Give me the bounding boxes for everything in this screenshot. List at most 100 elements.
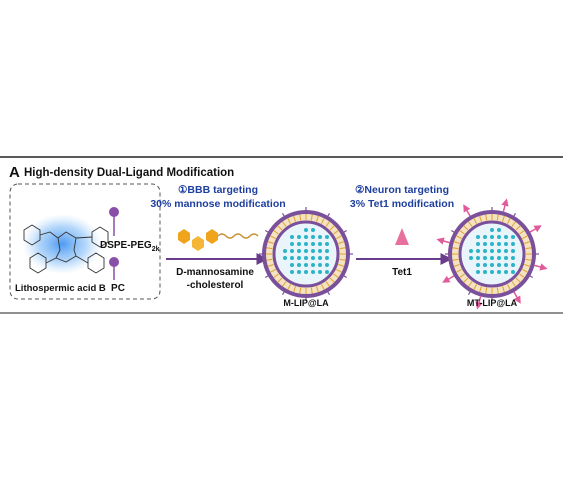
liposome-part [519,273,525,278]
liposome-part [463,204,471,217]
panel-title: High-density Dual-Ligand Modification [24,167,234,179]
liposome-part [515,277,521,283]
liposome-part [329,225,335,231]
liposome-part [511,281,516,287]
liposome [436,198,548,310]
liposome-part [456,268,462,273]
mannose-icon [178,229,218,251]
liposome-part [476,263,480,267]
liposome-part [475,296,483,310]
liposome-part [511,242,515,246]
liposome-part [490,263,494,267]
liposome-part [304,270,308,274]
liposome-part [459,273,465,278]
liposome-part [297,270,301,274]
liposome-part [277,277,283,283]
step1-detail: 30% mannose modification [150,198,285,210]
liposome-part [336,235,342,240]
liposome-part [339,258,346,261]
liposome-part [483,263,487,267]
liposome-part [290,256,294,260]
liposome-part [490,270,494,274]
liposome-part [297,256,301,260]
liposome-part [453,241,460,244]
liposome-part [297,249,301,253]
liposome-part [281,290,286,296]
liposome-part [304,228,308,232]
liposome-part [325,242,329,246]
liposome-part [463,277,469,283]
liposome-part [266,258,273,261]
liposome-part [325,235,329,239]
liposome-part [270,235,276,240]
liposome-part [483,256,487,260]
liposome-part [468,221,473,227]
liposome-part [281,212,286,218]
liposome-part [476,270,480,274]
liposome-part [304,242,308,246]
liposome-part [519,230,525,235]
liposome-part [479,215,482,222]
liposome-part [311,270,315,274]
liposome-part [485,287,488,294]
liposome [259,207,353,301]
liposome-part [497,256,501,260]
liposome-part [299,214,302,221]
liposome-part [525,247,532,250]
liposome-part [511,270,515,274]
liposome-part [524,241,531,244]
liposome-part [490,228,494,232]
liposome-part [525,258,532,261]
liposome-part [506,218,511,224]
liposome-part [325,281,330,287]
liposome-part [473,284,478,290]
lipid-icon [109,207,119,217]
lipid-icon [109,257,119,267]
liposome-part [320,284,325,290]
liposome-part [267,264,274,267]
liposome-part [272,220,340,288]
lipid2-label: PC [111,283,125,294]
liposome-part [290,242,294,246]
reagent: D-mannosamine [176,267,254,278]
liposome-part [453,264,460,267]
liposome-part [318,270,322,274]
liposome-part [515,225,521,231]
liposome-part [463,225,469,231]
liposome-part [283,256,287,260]
liposome-part [473,218,478,224]
liposome-part [273,230,279,235]
liposome-part [287,284,292,290]
liposome-part [325,270,329,274]
liposome-part [479,286,482,293]
liposome-part [468,281,473,287]
liposome-part [290,249,294,253]
liposome-part [522,235,528,240]
product-label: M-LIP@LA [283,298,329,308]
liposome-part [325,256,329,260]
liposome-part [311,256,315,260]
liposome-part [524,264,531,267]
liposome-part [338,264,345,267]
liposome-part [459,230,465,235]
lipid1-label: DSPE-PEG2k [100,240,160,253]
liposome-part [511,249,515,253]
liposome-part [287,218,292,224]
liposome-part [282,281,287,287]
liposome-part [497,270,501,274]
liposome-part [490,249,494,253]
liposome-part [504,242,508,246]
liposome-part [452,247,459,250]
liposome-part [342,229,348,234]
liposome-part [496,214,499,221]
liposome-part [490,242,494,246]
liposome-part [497,242,501,246]
step2-detail: 3% Tet1 modification [350,198,454,210]
liposome-part [483,249,487,253]
reagent: Tet1 [392,267,412,278]
liposome-part [316,286,319,293]
liposome-part [273,273,279,278]
liposome-part [333,273,339,278]
liposome-part [476,256,480,260]
reagent: -cholesterol [187,280,244,291]
